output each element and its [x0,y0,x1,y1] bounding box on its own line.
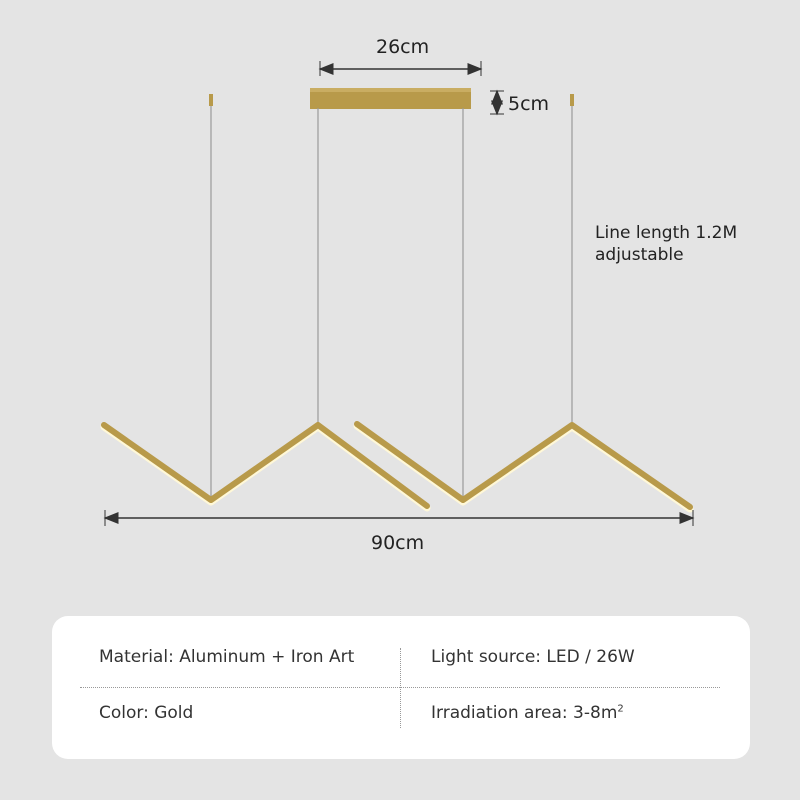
canopy [310,88,471,109]
line-length-note: Line length 1.2M adjustable [595,222,737,266]
canopy-width-label: 26cm [376,36,430,58]
lamp-diagram [100,61,695,526]
canopy-height-arrow [490,89,504,116]
total-width-arrow [103,510,695,526]
total-width-label: 90cm [371,532,425,554]
canopy-height-label: 5cm [508,93,550,115]
wire-cap [570,94,574,106]
spec-divider-vertical [400,648,401,728]
spec-color: Color: Gold [99,703,194,723]
spec-irradiation-area: Irradiation area: 3-8m2 [431,703,624,723]
wire-cap [209,94,213,106]
canopy-width-arrow [318,61,483,76]
note-line-2: adjustable [595,245,684,265]
spec-material: Material: Aluminum + Iron Art [99,647,355,667]
spec-irradiation-superscript: 2 [617,703,624,715]
spec-light-source: Light source: LED / 26W [431,647,635,667]
note-line-1: Line length 1.2M [595,223,738,243]
suspension-wires [210,100,573,498]
light-bars [100,421,694,513]
spec-irradiation-text: Irradiation area: 3-8m [431,703,618,723]
